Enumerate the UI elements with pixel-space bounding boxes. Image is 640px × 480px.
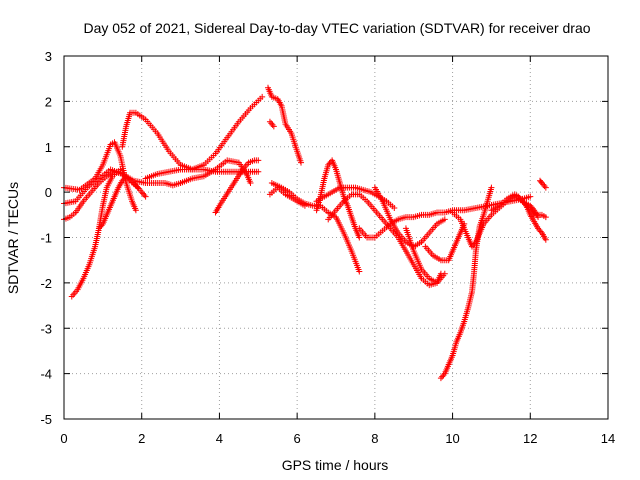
y-tick-label: 1 xyxy=(45,140,52,155)
data-point xyxy=(255,168,262,175)
series-track-9 xyxy=(177,157,254,187)
chart-title: Day 052 of 2021, Sidereal Day-to-day VTE… xyxy=(83,20,590,36)
y-tick-label: -1 xyxy=(40,231,52,246)
data-point xyxy=(441,216,448,223)
data-point xyxy=(542,236,549,243)
y-tick-label: 3 xyxy=(45,49,52,64)
x-tick-label: 10 xyxy=(445,431,459,446)
data-point xyxy=(247,180,254,187)
x-tick-label: 12 xyxy=(523,431,537,446)
y-tick-label: -4 xyxy=(40,367,52,382)
data-point xyxy=(301,202,308,209)
data-point xyxy=(527,193,534,200)
series-track-21 xyxy=(437,184,495,382)
series-track-2 xyxy=(68,166,124,300)
series-track-6 xyxy=(119,93,266,173)
x-tick-label: 0 xyxy=(60,431,67,446)
data-point xyxy=(391,205,398,212)
data-point xyxy=(542,184,549,191)
x-axis-title: GPS time / hours xyxy=(282,457,389,473)
series-track-10 xyxy=(265,84,305,166)
series-track-13 xyxy=(266,184,308,209)
data-point xyxy=(356,268,363,275)
series-track-16 xyxy=(325,191,448,289)
x-tick-label: 14 xyxy=(601,431,615,446)
data-point xyxy=(298,159,305,166)
series-track-14 xyxy=(313,157,363,241)
series-track-5 xyxy=(95,173,149,232)
data-point xyxy=(259,93,266,100)
series-track-25 xyxy=(537,177,549,191)
data-point xyxy=(255,157,262,164)
data-point xyxy=(132,207,139,214)
y-tick-label: -2 xyxy=(40,276,52,291)
data-point xyxy=(270,123,277,130)
series-track-11 xyxy=(266,118,277,130)
x-tick-label: 2 xyxy=(138,431,145,446)
y-tick-label: -5 xyxy=(40,412,52,427)
y-axis-title: SDTVAR / TECUs xyxy=(5,182,21,294)
data-point xyxy=(488,184,495,191)
y-tick-label: -3 xyxy=(40,321,52,336)
series-track-1 xyxy=(61,139,139,214)
data-point xyxy=(356,234,363,241)
x-tick-label: 6 xyxy=(294,431,301,446)
data-point xyxy=(437,270,444,277)
x-tick-label: 8 xyxy=(371,431,378,446)
series-track-8 xyxy=(212,157,262,216)
series-track-19 xyxy=(402,225,444,286)
y-tick-label: 0 xyxy=(45,185,52,200)
series-track-24 xyxy=(519,198,549,243)
x-tick-label: 4 xyxy=(216,431,223,446)
data-point xyxy=(142,193,149,200)
data-point xyxy=(542,214,549,221)
y-tick-label: 2 xyxy=(45,94,52,109)
